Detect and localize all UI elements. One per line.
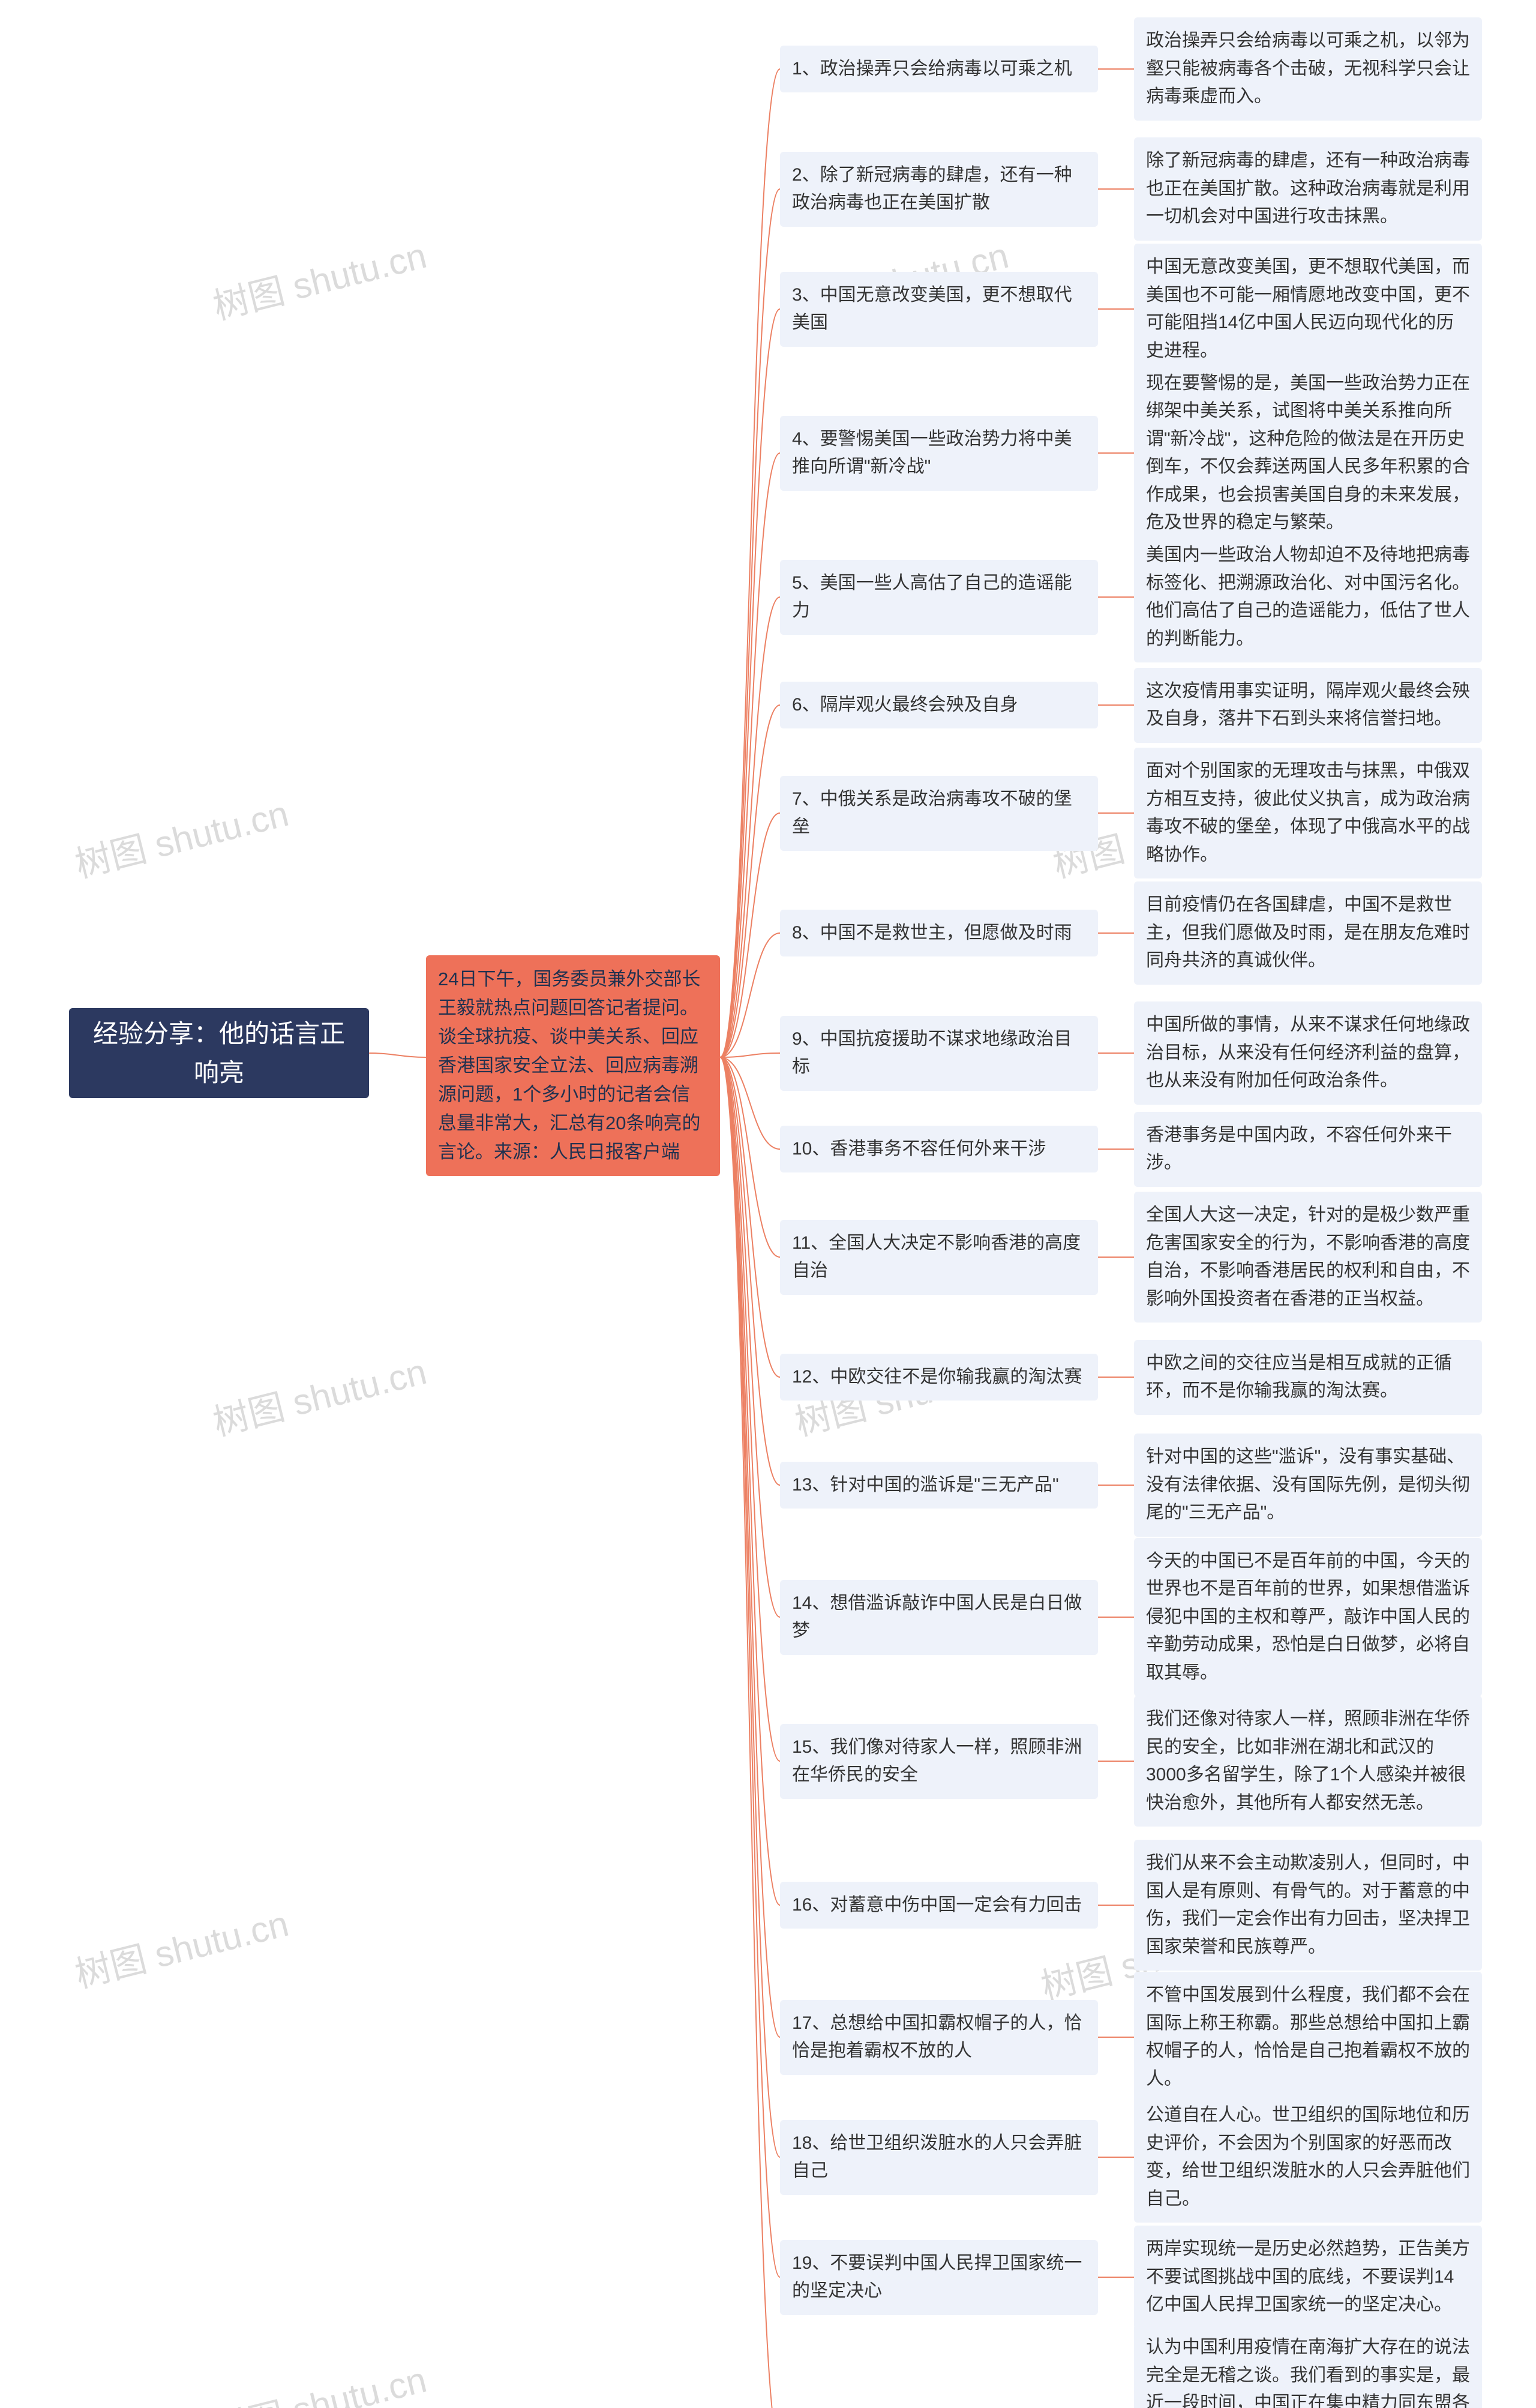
branch-row: 2、除了新冠病毒的肆虐，还有一种政治病毒也正在美国扩散除了新冠病毒的肆虐，还有一… <box>780 144 1482 234</box>
branch-row: 6、隔岸观火最终会殃及自身这次疫情用事实证明，隔岸观火最终会殃及自身，落井下石到… <box>780 672 1482 738</box>
mid-leaf-connector <box>1098 932 1134 934</box>
mid-leaf-connector <box>1098 68 1134 70</box>
branch-row: 3、中国无意改变美国，更不想取代美国中国无意改变美国，更不想取代美国，而美国也不… <box>780 264 1482 354</box>
mid-leaf-connector <box>1098 2037 1134 2038</box>
branch-row: 4、要警惕美国一些政治势力将中美推向所谓"新冷战"现在要警惕的是，美国一些政治势… <box>780 384 1482 522</box>
watermark: 树图 shutu.cn <box>69 1894 293 1998</box>
mid-node: 9、中国抗疫援助不谋求地缘政治目标 <box>780 1016 1098 1091</box>
branch-row: 16、对蓄意中伤中国一定会有力回击我们从来不会主动欺凌别人，但同时，中国人是有原… <box>780 1848 1482 1962</box>
mid-node: 6、隔岸观火最终会殃及自身 <box>780 682 1098 729</box>
mid-node: 4、要警惕美国一些政治势力将中美推向所谓"新冷战" <box>780 416 1098 491</box>
watermark: 树图 shutu.cn <box>69 784 293 887</box>
mid-node: 11、全国人大决定不影响香港的高度自治 <box>780 1220 1098 1295</box>
branch-row: 13、针对中国的滥诉是"三无产品"针对中国的这些"滥诉"，没有事实基础、没有法律… <box>780 1440 1482 1530</box>
mid-node: 17、总想给中国扣霸权帽子的人，恰恰是抱着霸权不放的人 <box>780 2000 1098 2075</box>
leaf-node: 香港事务是中国内政，不容任何外来干涉。 <box>1134 1112 1482 1187</box>
mid-leaf-connector <box>1098 704 1134 706</box>
mid-node: 7、中俄关系是政治病毒攻不破的堡垒 <box>780 776 1098 851</box>
mid-leaf-connector <box>1098 1485 1134 1486</box>
mid-node: 8、中国不是救世主，但愿做及时雨 <box>780 910 1098 957</box>
root-text: 经验分享：他的话言正响亮 <box>83 1014 355 1092</box>
leaf-node: 中国无意改变美国，更不想取代美国，而美国也不可能一厢情愿地改变中国，更不可能阻挡… <box>1134 244 1482 374</box>
mid-leaf-connector <box>1098 1617 1134 1618</box>
branch-row: 20、中国利用疫情在南海扩大存在的说法完全是无稽之谈认为中国利用疫情在南海扩大存… <box>780 2352 1482 2408</box>
leaf-node: 美国内一些政治人物却迫不及待地把病毒标签化、把溯源政治化、对中国污名化。他们高估… <box>1134 532 1482 662</box>
leaf-node: 这次疫情用事实证明，隔岸观火最终会殃及自身，落井下石到头来将信誉扫地。 <box>1134 668 1482 743</box>
mid-node: 2、除了新冠病毒的肆虐，还有一种政治病毒也正在美国扩散 <box>780 152 1098 227</box>
leaf-node: 中国所做的事情，从来不谋求任何地缘政治目标，从来没有任何经济利益的盘算，也从来没… <box>1134 1001 1482 1105</box>
watermark: 树图 shutu.cn <box>207 1342 431 1446</box>
leaf-node: 目前疫情仍在各国肆虐，中国不是救世主，但我们愿做及时雨，是在朋友危难时同舟共济的… <box>1134 881 1482 985</box>
mid-leaf-connector <box>1098 1377 1134 1378</box>
branch-row: 18、给世卫组织泼脏水的人只会弄脏自己公道自在人心。世卫组织的国际地位和历史评价… <box>780 2112 1482 2202</box>
mid-node: 14、想借滥诉敲诈中国人民是白日做梦 <box>780 1580 1098 1655</box>
mid-node: 1、政治操弄只会给病毒以可乘之机 <box>780 46 1098 93</box>
mid-node: 18、给世卫组织泼脏水的人只会弄脏自己 <box>780 2120 1098 2195</box>
mid-node: 5、美国一些人高估了自己的造谣能力 <box>780 560 1098 635</box>
mid-leaf-connector <box>1098 1052 1134 1054</box>
leaf-node: 政治操弄只会给病毒以可乘之机，以邻为壑只能被病毒各个击破，无视科学只会让病毒乘虚… <box>1134 17 1482 121</box>
mid-leaf-connector <box>1098 1148 1134 1150</box>
branch-row: 8、中国不是救世主，但愿做及时雨目前疫情仍在各国肆虐，中国不是救世主，但我们愿做… <box>780 888 1482 978</box>
mid-node: 19、不要误判中国人民捍卫国家统一的坚定决心 <box>780 2240 1098 2315</box>
branch-row: 17、总想给中国扣霸权帽子的人，恰恰是抱着霸权不放的人不管中国发展到什么程度，我… <box>780 1992 1482 2082</box>
mindmap-canvas: 经验分享：他的话言正响亮 24日下午，国务委员兼外交部长王毅就热点问题回答记者提… <box>0 0 1536 2408</box>
mid-leaf-connector <box>1098 188 1134 190</box>
leaf-node: 认为中国利用疫情在南海扩大存在的说法完全是无稽之谈。我们看到的事实是，最近一段时… <box>1134 2324 1482 2408</box>
leaf-node: 公道自在人心。世卫组织的国际地位和历史评价，不会因为个别国家的好恶而改变，给世卫… <box>1134 2092 1482 2223</box>
mid-leaf-connector <box>1098 812 1134 814</box>
leaf-node: 今天的中国已不是百年前的中国，今天的世界也不是百年前的世界，如果想借滥诉侵犯中国… <box>1134 1538 1482 1697</box>
branch-row: 1、政治操弄只会给病毒以可乘之机政治操弄只会给病毒以可乘之机，以邻为壑只能被病毒… <box>780 24 1482 114</box>
mid-node: 13、针对中国的滥诉是"三无产品" <box>780 1462 1098 1509</box>
mid-node: 15、我们像对待家人一样，照顾非洲在华侨民的安全 <box>780 1724 1098 1799</box>
leaf-node: 中欧之间的交往应当是相互成就的正循环，而不是你输我赢的淘汰赛。 <box>1134 1340 1482 1415</box>
leaf-node: 针对中国的这些"滥诉"，没有事实基础、没有法律依据、没有国际先例，是彻头彻尾的"… <box>1134 1434 1482 1537</box>
leaf-node: 现在要警惕的是，美国一些政治势力正在绑架中美关系，试图将中美关系推向所谓"新冷战… <box>1134 360 1482 547</box>
mid-leaf-connector <box>1098 2157 1134 2158</box>
branch-row: 5、美国一些人高估了自己的造谣能力美国内一些政治人物却迫不及待地把病毒标签化、把… <box>780 552 1482 642</box>
mid-node: 12、中欧交往不是你输我赢的淘汰赛 <box>780 1354 1098 1401</box>
sub-node: 24日下午，国务委员兼外交部长王毅就热点问题回答记者提问。谈全球抗疫、谈中美关系… <box>426 955 720 1176</box>
mid-node: 16、对蓄意中伤中国一定会有力回击 <box>780 1882 1098 1929</box>
leaf-node: 两岸实现统一是历史必然趋势，正告美方不要试图挑战中国的底线，不要误判14亿中国人… <box>1134 2226 1482 2329</box>
branch-row: 7、中俄关系是政治病毒攻不破的堡垒面对个别国家的无理攻击与抹黑，中俄双方相互支持… <box>780 768 1482 858</box>
branch-row: 9、中国抗疫援助不谋求地缘政治目标中国所做的事情，从来不谋求任何地缘政治目标，从… <box>780 1008 1482 1098</box>
mid-leaf-connector <box>1098 1905 1134 1906</box>
mid-leaf-connector <box>1098 452 1134 454</box>
sub-text: 24日下午，国务委员兼外交部长王毅就热点问题回答记者提问。谈全球抗疫、谈中美关系… <box>438 968 700 1162</box>
mid-node: 10、香港事务不容任何外来干涉 <box>780 1126 1098 1173</box>
branch-row: 15、我们像对待家人一样，照顾非洲在华侨民的安全我们还像对待家人一样，照顾非洲在… <box>780 1704 1482 1818</box>
mid-leaf-connector <box>1098 1257 1134 1258</box>
branch-row: 14、想借滥诉敲诈中国人民是白日做梦今天的中国已不是百年前的中国，今天的世界也不… <box>780 1560 1482 1674</box>
branch-row: 12、中欧交往不是你输我赢的淘汰赛中欧之间的交往应当是相互成就的正循环，而不是你… <box>780 1344 1482 1410</box>
leaf-node: 面对个别国家的无理攻击与抹黑，中俄双方相互支持，彼此仗义执言，成为政治病毒攻不破… <box>1134 748 1482 878</box>
branch-row: 19、不要误判中国人民捍卫国家统一的坚定决心两岸实现统一是历史必然趋势，正告美方… <box>780 2232 1482 2322</box>
mid-leaf-connector <box>1098 596 1134 598</box>
leaf-node: 不管中国发展到什么程度，我们都不会在国际上称王称霸。那些总想给中国扣上霸权帽子的… <box>1134 1972 1482 2103</box>
root-node: 经验分享：他的话言正响亮 <box>69 1008 369 1098</box>
leaf-node: 我们还像对待家人一样，照顾非洲在华侨民的安全，比如非洲在湖北和武汉的3000多名… <box>1134 1696 1482 1827</box>
mid-leaf-connector <box>1098 2277 1134 2278</box>
mid-leaf-connector <box>1098 1761 1134 1762</box>
leaf-node: 全国人大这一决定，针对的是极少数严重危害国家安全的行为，不影响香港的高度自治，不… <box>1134 1192 1482 1323</box>
leaf-node: 除了新冠病毒的肆虐，还有一种政治病毒也正在美国扩散。这种政治病毒就是利用一切机会… <box>1134 137 1482 241</box>
branch-row: 11、全国人大决定不影响香港的高度自治全国人大这一决定，针对的是极少数严重危害国… <box>780 1200 1482 1314</box>
branch-row: 10、香港事务不容任何外来干涉香港事务是中国内政，不容任何外来干涉。 <box>780 1128 1482 1170</box>
mid-leaf-connector <box>1098 308 1134 310</box>
leaf-node: 我们从来不会主动欺凌别人，但同时，中国人是有原则、有骨气的。对于蓄意的中伤，我们… <box>1134 1840 1482 1971</box>
watermark: 树图 shutu.cn <box>207 2350 431 2408</box>
mid-node: 3、中国无意改变美国，更不想取代美国 <box>780 272 1098 347</box>
watermark: 树图 shutu.cn <box>207 226 431 329</box>
